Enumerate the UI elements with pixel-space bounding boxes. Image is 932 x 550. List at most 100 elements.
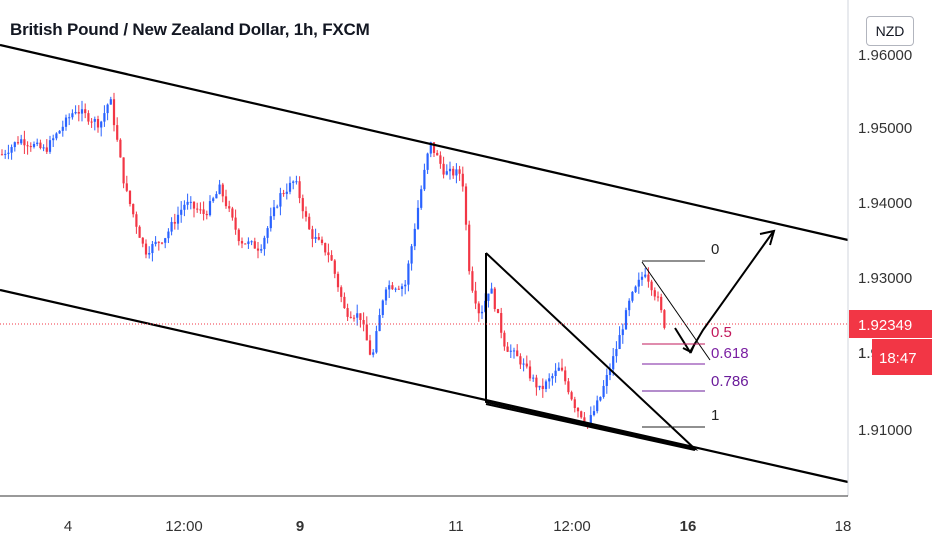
chart-title: British Pound / New Zealand Dollar, 1h, …: [10, 20, 370, 39]
y-tick-label: 1.95000: [858, 120, 912, 137]
candle-body: [592, 411, 596, 416]
candle-body: [58, 130, 61, 134]
candle-body: [52, 138, 55, 141]
candle-body: [29, 146, 32, 148]
candle-body: [301, 198, 304, 212]
candle-body: [509, 350, 512, 352]
candle-body: [103, 113, 106, 122]
candle-body: [343, 296, 346, 309]
current-price-badge: 1.92349 18:47 1.: [849, 310, 932, 375]
candle-body: [0, 154, 4, 156]
candle-body: [624, 310, 628, 330]
candle-body: [650, 281, 653, 291]
candle-body: [400, 286, 404, 289]
candle-body: [602, 385, 605, 397]
candle-body: [362, 319, 365, 325]
candle-body: [503, 332, 506, 347]
y-tick-label-partial: 1.: [858, 345, 871, 362]
candle-body: [61, 126, 64, 131]
candle-body: [247, 241, 250, 244]
candle-body: [112, 99, 116, 126]
candle-body: [93, 118, 96, 122]
candle-body: [317, 237, 320, 240]
candle-body: [596, 400, 599, 412]
x-tick-label: 4: [64, 518, 72, 535]
candle-body: [541, 385, 544, 390]
candle-body: [570, 392, 573, 400]
candle-body: [20, 139, 23, 144]
candle-body: [647, 274, 650, 282]
candle-body: [324, 243, 327, 253]
candle-body: [55, 133, 58, 139]
y-tick-label: 1.91000: [858, 422, 912, 439]
candle-body: [231, 208, 234, 218]
candle-body: [599, 396, 602, 401]
candle-body: [45, 147, 48, 152]
candle-body: [100, 121, 103, 128]
candle-body: [564, 370, 567, 382]
candle-body: [468, 224, 471, 272]
candle-body: [464, 186, 468, 225]
candle-body: [272, 207, 276, 217]
candle-body: [250, 241, 253, 243]
candle-body: [381, 300, 384, 316]
candle-body: [240, 241, 244, 244]
candle-body: [487, 293, 490, 301]
y-tick-label: 1.94000: [858, 195, 912, 212]
candle-body: [516, 350, 519, 357]
candle-body: [164, 238, 167, 243]
y-tick-label: 1.96000: [858, 47, 912, 64]
candle-body: [122, 157, 125, 184]
candle-body: [314, 237, 317, 239]
candle-body: [391, 285, 394, 290]
candle-body: [477, 303, 480, 314]
candle-body: [631, 291, 634, 301]
candle-body: [612, 356, 615, 370]
candle-body: [282, 193, 285, 195]
candle-body: [173, 221, 176, 224]
candle-body: [349, 316, 352, 318]
candle-body: [234, 217, 237, 230]
candle-body: [394, 288, 397, 290]
candle-body: [442, 163, 445, 175]
drawings-layer: [0, 43, 849, 484]
candle-body: [308, 216, 311, 230]
candle-body: [228, 206, 231, 209]
candle-body: [279, 193, 282, 207]
candle-body: [221, 184, 224, 197]
candle-body: [445, 171, 448, 175]
candle-body: [471, 271, 474, 291]
candle-body: [295, 181, 298, 183]
y-tick-label: 1.93000: [858, 270, 912, 287]
candle-body: [116, 125, 119, 140]
candle-body: [106, 104, 109, 114]
candle-body: [496, 309, 500, 314]
candle-body: [532, 377, 535, 379]
candle-body: [292, 181, 295, 183]
fib-diagonal: [641, 261, 711, 361]
candle-body: [183, 204, 186, 210]
candle-body: [522, 363, 525, 365]
candle-body: [157, 241, 160, 243]
candle-body: [567, 381, 570, 393]
candle-body: [426, 153, 429, 170]
candle-body: [311, 229, 314, 239]
fib-label-0.786: 0.786: [711, 373, 749, 390]
candle-body: [125, 183, 128, 191]
candle-body: [109, 99, 112, 105]
candle-body: [432, 142, 436, 153]
candle-body: [368, 340, 372, 355]
candle-body: [621, 329, 624, 336]
candle-body: [608, 369, 612, 376]
candle-body: [192, 201, 196, 209]
candle-body: [327, 252, 330, 256]
x-tick-label: 12:00: [553, 518, 591, 535]
candle-body: [39, 142, 42, 149]
candle-body: [212, 198, 215, 202]
projection-arrow-head-big: [759, 229, 776, 246]
candle-body: [48, 140, 52, 152]
candle-body: [80, 109, 84, 114]
currency-button[interactable]: NZD: [866, 16, 914, 46]
candle-body: [407, 263, 410, 285]
